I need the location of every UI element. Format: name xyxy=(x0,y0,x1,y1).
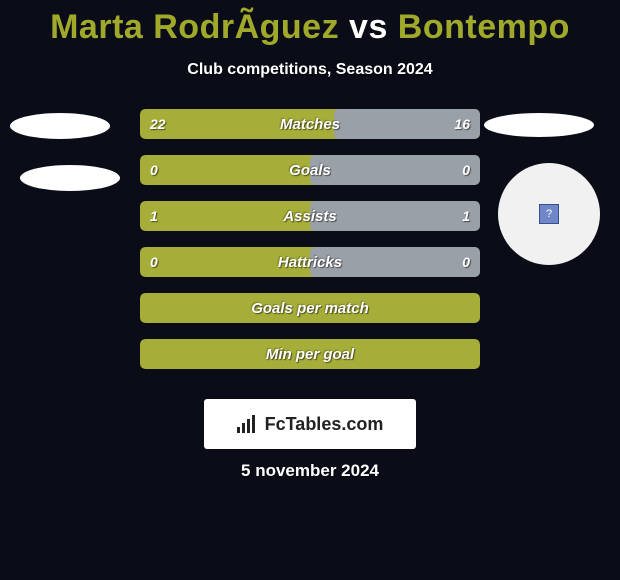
player1-marker-2 xyxy=(20,165,120,191)
date-label: 5 november 2024 xyxy=(0,461,620,481)
subtitle: Club competitions, Season 2024 xyxy=(0,61,620,79)
title-player1: Marta RodrÃ­guez xyxy=(50,8,339,46)
root: Marta RodrÃ­guez vs Bontempo Club compet… xyxy=(0,0,620,580)
logo-text-label: FcTables.com xyxy=(265,414,384,435)
page-title: Marta RodrÃ­guez vs Bontempo xyxy=(0,0,620,47)
question-icon: ? xyxy=(546,208,552,220)
bar-row-matches: 22 16 Matches xyxy=(140,109,480,139)
player2-badge-circle: ? xyxy=(498,163,600,265)
bar-label: Assists xyxy=(140,201,480,231)
title-player2: Bontempo xyxy=(398,8,570,46)
fctables-logo-box: FcTables.com xyxy=(204,399,416,449)
bar-label: Goals xyxy=(140,155,480,185)
bar-label: Min per goal xyxy=(140,339,480,369)
fctables-logo: FcTables.com xyxy=(237,414,384,435)
bar-label: Hattricks xyxy=(140,247,480,277)
bar-row-hattricks: 0 0 Hattricks xyxy=(140,247,480,277)
player2-badge-icon: ? xyxy=(539,204,559,224)
bar-row-min-per-goal: Min per goal xyxy=(140,339,480,369)
bar-label: Matches xyxy=(140,109,480,139)
title-vs: vs xyxy=(349,8,398,46)
player1-marker-1 xyxy=(10,113,110,139)
stat-bars: 22 16 Matches 0 0 Goals 1 1 Assists xyxy=(140,109,480,385)
player2-marker-1 xyxy=(484,113,594,137)
bar-row-goals-per-match: Goals per match xyxy=(140,293,480,323)
bar-chart-icon xyxy=(237,415,259,433)
bar-label: Goals per match xyxy=(140,293,480,323)
bar-row-assists: 1 1 Assists xyxy=(140,201,480,231)
bar-row-goals: 0 0 Goals xyxy=(140,155,480,185)
